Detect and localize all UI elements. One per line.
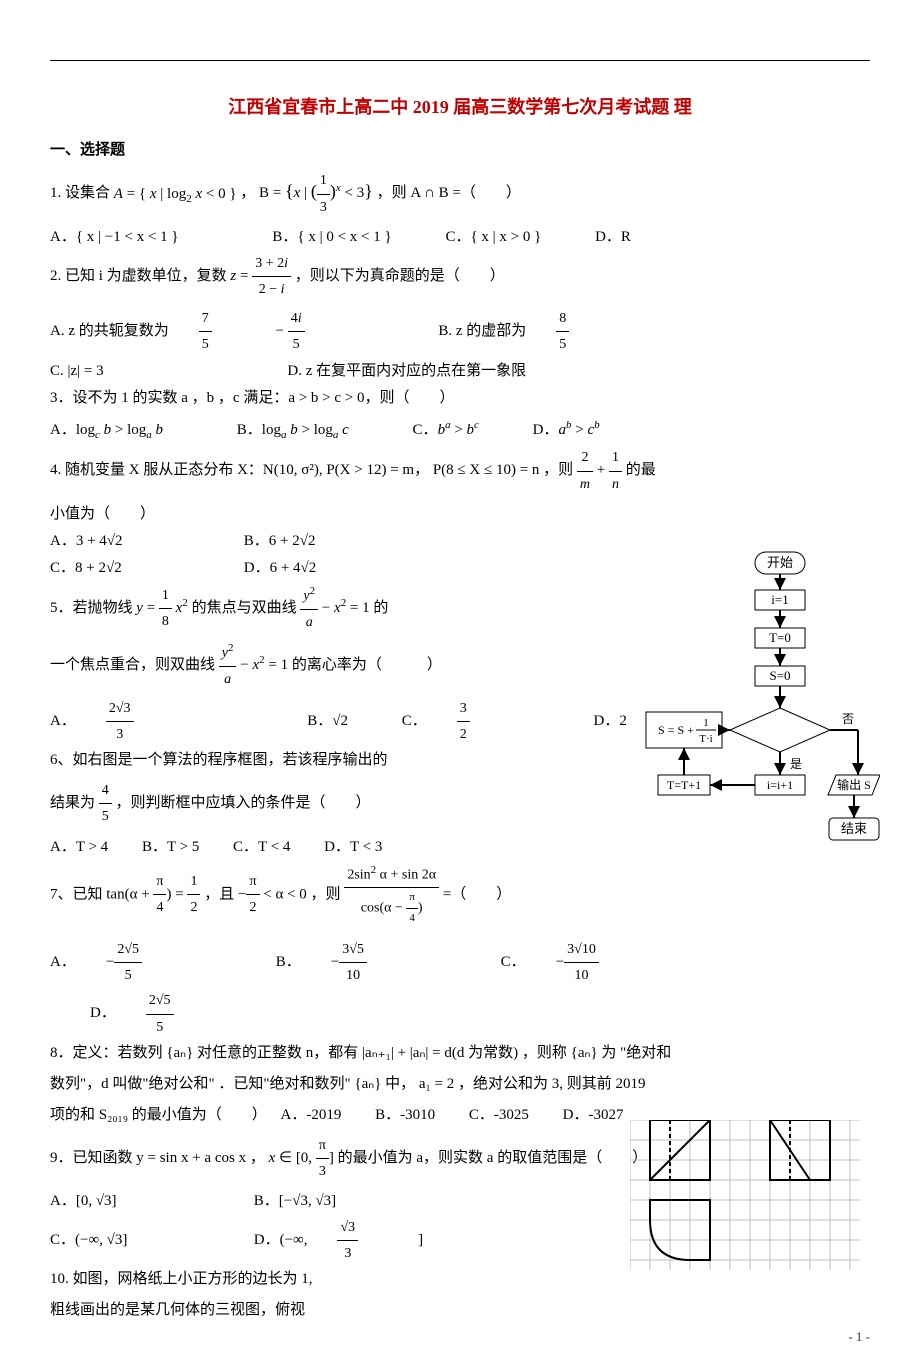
q3-optA: A．logc b > loga b (50, 417, 163, 446)
q2-stem2: ，则以下为真命题的是（ ） (295, 268, 505, 284)
q6-optB: B．T > 5 (142, 834, 199, 861)
q8-optA: A．-2019 (281, 1107, 342, 1123)
q1-options: A．{ x | −1 < x < 1 } B．{ x | 0 < x < 1 }… (50, 224, 870, 251)
q5-stem-l: 5．若抛物线 (50, 600, 136, 616)
q8-line1: 8．定义：若数列 {aₙ} 对任意的正整数 n，都有 |aₙ₊₁| + |aₙ|… (50, 1040, 870, 1067)
q4-optA: A．3 + 4√2 (50, 528, 210, 555)
q9-optC: C．(−∞, √3] (50, 1227, 220, 1254)
q1-optB: B．{ x | 0 < x < 1 } (272, 224, 391, 251)
q6-stem2-l: 结果为 (50, 795, 99, 811)
top-rule (50, 60, 870, 61)
q6-optC: C．T < 4 (233, 834, 290, 861)
q7-stem-l: 7、已知 (50, 886, 106, 902)
q7-optB: B．−3√510 (276, 937, 427, 988)
q2-optD: D. z 在复平面内对应的点在第一象限 (287, 358, 526, 385)
q8-optC: C．-3025 (469, 1107, 529, 1123)
q3-options: A．logc b > loga b B．loga b > loga c C．ba… (50, 416, 870, 446)
q10-line1: 10. 如图，网格纸上小正方形的边长为 1, (50, 1266, 870, 1293)
q5-optA: A．2√33 (50, 696, 194, 747)
q10-line2: 粗线画出的是某几何体的三视图，俯视 (50, 1297, 870, 1324)
q7-optA: A．−2√55 (50, 937, 202, 988)
q1-optC: C．{ x | x > 0 } (445, 224, 541, 251)
q5-optB: B．√2 (307, 708, 348, 735)
q7-options: A．−2√55 B．−3√510 C．−3√1010 D．2√55 (50, 937, 870, 1040)
q9-stem-l: 9．已知函数 y = sin x + a cos x ， (50, 1150, 265, 1166)
q3-optB: B．loga b > loga c (237, 417, 349, 446)
svg-text:i=i+1: i=i+1 (767, 778, 793, 792)
q8-line2: 数列"，d 叫做"绝对公和" ．已知"绝对和数列" {aₙ} 中， a₁ = 2… (50, 1071, 870, 1098)
q1-setB-l: ， B = (240, 186, 285, 202)
q7-stem-m1: ，且 (204, 886, 238, 902)
q9-optD: D．(−∞, √33] (254, 1215, 453, 1266)
q1-setB: { (285, 182, 294, 202)
q5-stem2-l: 一个焦点重合，则双曲线 (50, 657, 219, 673)
svg-text:S=0: S=0 (769, 668, 790, 683)
q1-setB-r: ，则 A ∩ B =（ ） (377, 186, 521, 202)
q2-optB: B. z 的虚部为 85 (438, 306, 629, 357)
q6-optA: A．T > 4 (50, 834, 108, 861)
three-view-diagram (630, 1120, 860, 1270)
svg-text:T=T+1: T=T+1 (667, 778, 701, 792)
q5-optD: D．2 (594, 708, 627, 735)
q7-stem-r: =（ ） (443, 886, 511, 902)
svg-text:1: 1 (703, 717, 709, 729)
q2-optC: C. |z| = 3 (50, 358, 104, 385)
svg-text:i=1: i=1 (771, 592, 788, 607)
svg-text:否: 否 (842, 712, 854, 726)
flowchart-diagram: 开始 i=1 T=0 S=0 是 i=i+1 T=T+1 S = S + 1 T… (640, 550, 880, 910)
q7-optC: C．−3√1010 (501, 937, 659, 988)
svg-text:开始: 开始 (767, 555, 793, 570)
q4-stem-l: 4. 随机变量 X 服从正态分布 X：N(10, σ²), P(X > 12) … (50, 462, 577, 478)
q3-optC: C．ba > bc (413, 416, 479, 444)
svg-text:结束: 结束 (841, 821, 867, 836)
section-header: 一、选择题 (50, 137, 870, 164)
q2-options-1: A. z 的共轭复数为 75 − 4i5 B. z 的虚部为 85 (50, 306, 870, 357)
q2-stem: 2. 已知 i 为虚数单位，复数 (50, 268, 230, 284)
q3-stem: 3．设不为 1 的实数 a ，b ，c 满足：a > b > c > 0，则（ … (50, 385, 870, 412)
q1-optD: D．R (595, 224, 631, 251)
q5-stem2-r: 的离心率为（ ） (292, 657, 442, 673)
q4-optD: D．6 + 4√2 (244, 555, 317, 582)
q1-setA: A = { x | log2 x < 0 } (114, 186, 237, 202)
q3-optD: D．ab > cb (533, 416, 600, 444)
q1-stem-a: 1. 设集合 (50, 186, 114, 202)
page-number: - 1 - (848, 1325, 870, 1348)
q2-options-2: C. |z| = 3 D. z 在复平面内对应的点在第一象限 (50, 358, 870, 385)
q5-stem-r: 的 (373, 600, 388, 616)
q7-optD: D．2√55 (90, 988, 234, 1039)
q9-optB: B．[−√3, √3] (254, 1188, 336, 1215)
svg-text:S = S +: S = S + (658, 723, 694, 737)
q8-stem3: 项的和 S₂₀₁₉ 的最小值为（ ） (50, 1107, 267, 1123)
svg-text:T=0: T=0 (769, 630, 791, 645)
q1-optA: A．{ x | −1 < x < 1 } (50, 224, 179, 251)
q8-optB: B．-3010 (375, 1107, 435, 1123)
q4-optB: B．6 + 2√2 (244, 528, 316, 555)
q5-stem-m: 的焦点与双曲线 (192, 600, 301, 616)
q4-stem2: 小值为（ ） (50, 501, 870, 528)
q4-stem-r: 的最 (626, 462, 656, 478)
page-title: 江西省宜春市上高二中 2019 届高三数学第七次月考试题 理 (50, 91, 870, 123)
q4: 4. 随机变量 X 服从正态分布 X：N(10, σ²), P(X > 12) … (50, 445, 870, 496)
q1: 1. 设集合 A = { x | log2 x < 0 } ， B = {x |… (50, 168, 870, 219)
q2: 2. 已知 i 为虚数单位，复数 z = 3 + 2i2 − i ，则以下为真命… (50, 251, 870, 302)
svg-text:T·i: T·i (699, 733, 712, 745)
q6-stem2-r: ，则判断框中应填入的条件是（ ） (116, 795, 371, 811)
q6-optD: D．T < 3 (324, 834, 382, 861)
q5-optC: C．32 (402, 696, 530, 747)
svg-text:是: 是 (790, 757, 802, 771)
q7-stem-m2: ，则 (311, 886, 345, 902)
q9-stem-r: 的最小值为 a，则实数 a 的取值范围是（ ） (338, 1150, 648, 1166)
q9-optA: A．[0, √3] (50, 1188, 220, 1215)
q8-optD: D．-3027 (563, 1107, 624, 1123)
svg-text:输出 S: 输出 S (837, 777, 871, 792)
q2-optA: A. z 的共轭复数为 75 − 4i5 (50, 306, 365, 357)
q4-optC: C．8 + 2√2 (50, 555, 210, 582)
